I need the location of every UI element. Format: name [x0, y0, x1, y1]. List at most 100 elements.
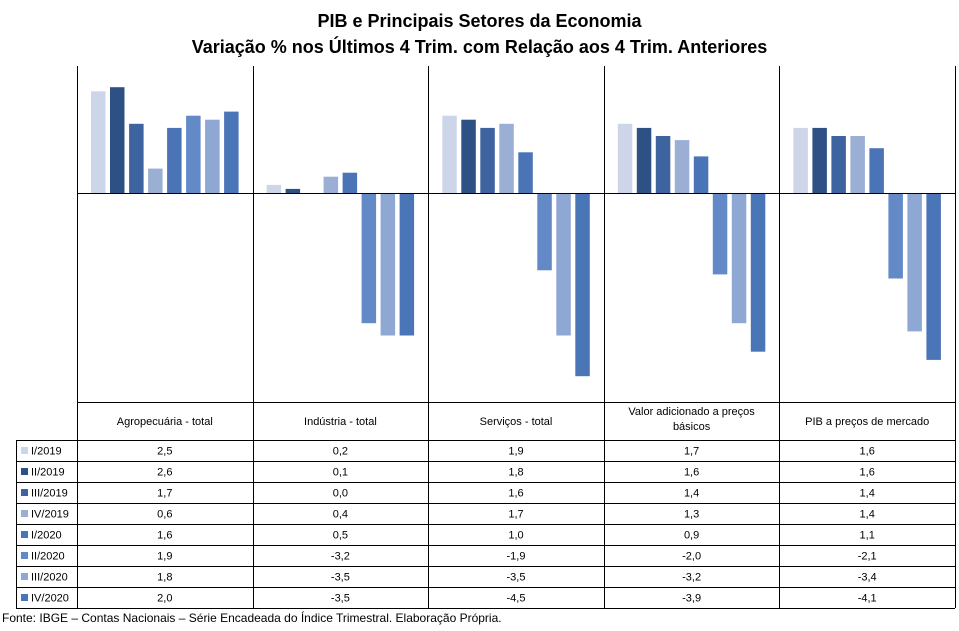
bar-4-4	[674, 140, 690, 193]
data-label: 1,6	[508, 488, 523, 500]
category-label: Valor adicionado a preços básicos	[628, 406, 755, 433]
data-label: 1,0	[508, 530, 523, 542]
bar-1-1	[91, 91, 106, 194]
data-label: -4,1	[858, 593, 877, 605]
category-label: Agropecuária - total	[117, 416, 213, 428]
legend-label: I/2020	[31, 530, 62, 542]
chart-frame	[16, 66, 956, 609]
data-table: Agropecuária - total Indústria - total Ser…	[21, 406, 929, 605]
data-label: 0,0	[333, 488, 348, 500]
data-label: 1,4	[860, 509, 875, 521]
legend-key	[21, 594, 28, 601]
data-label: 1,3	[684, 509, 699, 521]
data-label: 1,4	[860, 488, 875, 500]
data-label: 1,4	[684, 488, 699, 500]
legend-label: II/2020	[31, 551, 65, 563]
bar-1-4	[148, 168, 163, 193]
data-label: 1,6	[157, 530, 172, 542]
legend-label: I/2019	[31, 446, 62, 458]
bar-3-8	[575, 193, 590, 377]
bar-1-7	[205, 119, 220, 193]
data-label: -2,0	[682, 551, 701, 563]
data-label: -3,5	[507, 572, 526, 584]
source-note: Fonte: IBGE – Contas Nacionais – Série E…	[2, 611, 502, 625]
data-label: -3,5	[331, 593, 350, 605]
legend-key	[21, 489, 28, 496]
data-label: -3,9	[682, 593, 701, 605]
legend-label: III/2019	[31, 488, 68, 500]
data-label: 0,9	[684, 530, 699, 542]
data-label: 0,6	[157, 509, 172, 521]
bar-2-1	[266, 184, 282, 193]
bar-2-2	[285, 188, 301, 193]
bar-5-1	[793, 127, 808, 193]
legend-key	[21, 531, 28, 538]
bar-4-5	[693, 156, 709, 193]
bar-5-4	[850, 136, 865, 193]
bar-5-7	[907, 193, 922, 332]
legend-label: II/2019	[31, 467, 65, 479]
bar-1-8	[224, 111, 239, 193]
legend-label: III/2020	[31, 572, 68, 584]
data-label: 2,5	[157, 446, 172, 458]
data-label: 2,0	[157, 593, 172, 605]
bar-5-8	[926, 193, 941, 360]
data-label: 1,6	[860, 467, 875, 479]
bar-4-7	[731, 193, 747, 324]
legend-label: IV/2019	[31, 509, 69, 521]
legend-label: IV/2020	[31, 593, 69, 605]
data-label: 1,7	[157, 488, 172, 500]
legend-key	[21, 573, 28, 580]
bar-5-6	[888, 193, 903, 279]
chart-title: PIB e Principais Setores da Economia	[317, 11, 642, 31]
category-label: Serviços - total	[480, 416, 553, 428]
data-label: 1,6	[860, 446, 875, 458]
data-label: 1,6	[684, 467, 699, 479]
bar-2-8	[399, 193, 415, 336]
bar-5-5	[869, 148, 884, 193]
legend-key	[21, 552, 28, 559]
legend-key	[21, 447, 28, 454]
bar-2-7	[380, 193, 396, 336]
bar-4-2	[636, 127, 652, 193]
bar-1-5	[167, 127, 182, 193]
bar-3-4	[499, 123, 514, 193]
bar-3-1	[442, 115, 457, 193]
bar-5-2	[812, 127, 827, 193]
data-label: -3,2	[682, 572, 701, 584]
data-label: 1,1	[860, 530, 875, 542]
data-label: 1,8	[157, 572, 172, 584]
data-label: 1,7	[508, 509, 523, 521]
data-label: -3,4	[858, 572, 877, 584]
data-label: 0,5	[333, 530, 348, 542]
data-label: -4,5	[507, 593, 526, 605]
data-label: 1,9	[157, 551, 172, 563]
data-label: 1,8	[508, 467, 523, 479]
bar-3-2	[461, 119, 476, 193]
bar-2-6	[361, 193, 377, 324]
data-label: -2,1	[858, 551, 877, 563]
bar-4-3	[655, 136, 671, 193]
legend-key	[21, 468, 28, 475]
data-label: 2,6	[157, 467, 172, 479]
bar-1-3	[129, 123, 144, 193]
bar-4-8	[750, 193, 766, 352]
bar-4-1	[617, 123, 633, 193]
bar-1-2	[110, 87, 125, 193]
category-label: Indústria - total	[304, 416, 377, 428]
bar-2-4	[323, 176, 339, 193]
data-label: 0,2	[333, 446, 348, 458]
bars-group	[91, 87, 941, 377]
bar-3-7	[556, 193, 571, 336]
bar-1-6	[186, 115, 201, 193]
data-label: -1,9	[507, 551, 526, 563]
data-label: -3,5	[331, 572, 350, 584]
bar-3-6	[537, 193, 552, 271]
bar-3-3	[480, 127, 495, 193]
bar-5-3	[831, 136, 846, 193]
chart-subtitle: Variação % nos Últimos 4 Trim. com Relaç…	[191, 37, 768, 57]
data-label: 1,7	[684, 446, 699, 458]
bar-4-6	[712, 193, 728, 275]
data-label: 0,1	[333, 467, 348, 479]
